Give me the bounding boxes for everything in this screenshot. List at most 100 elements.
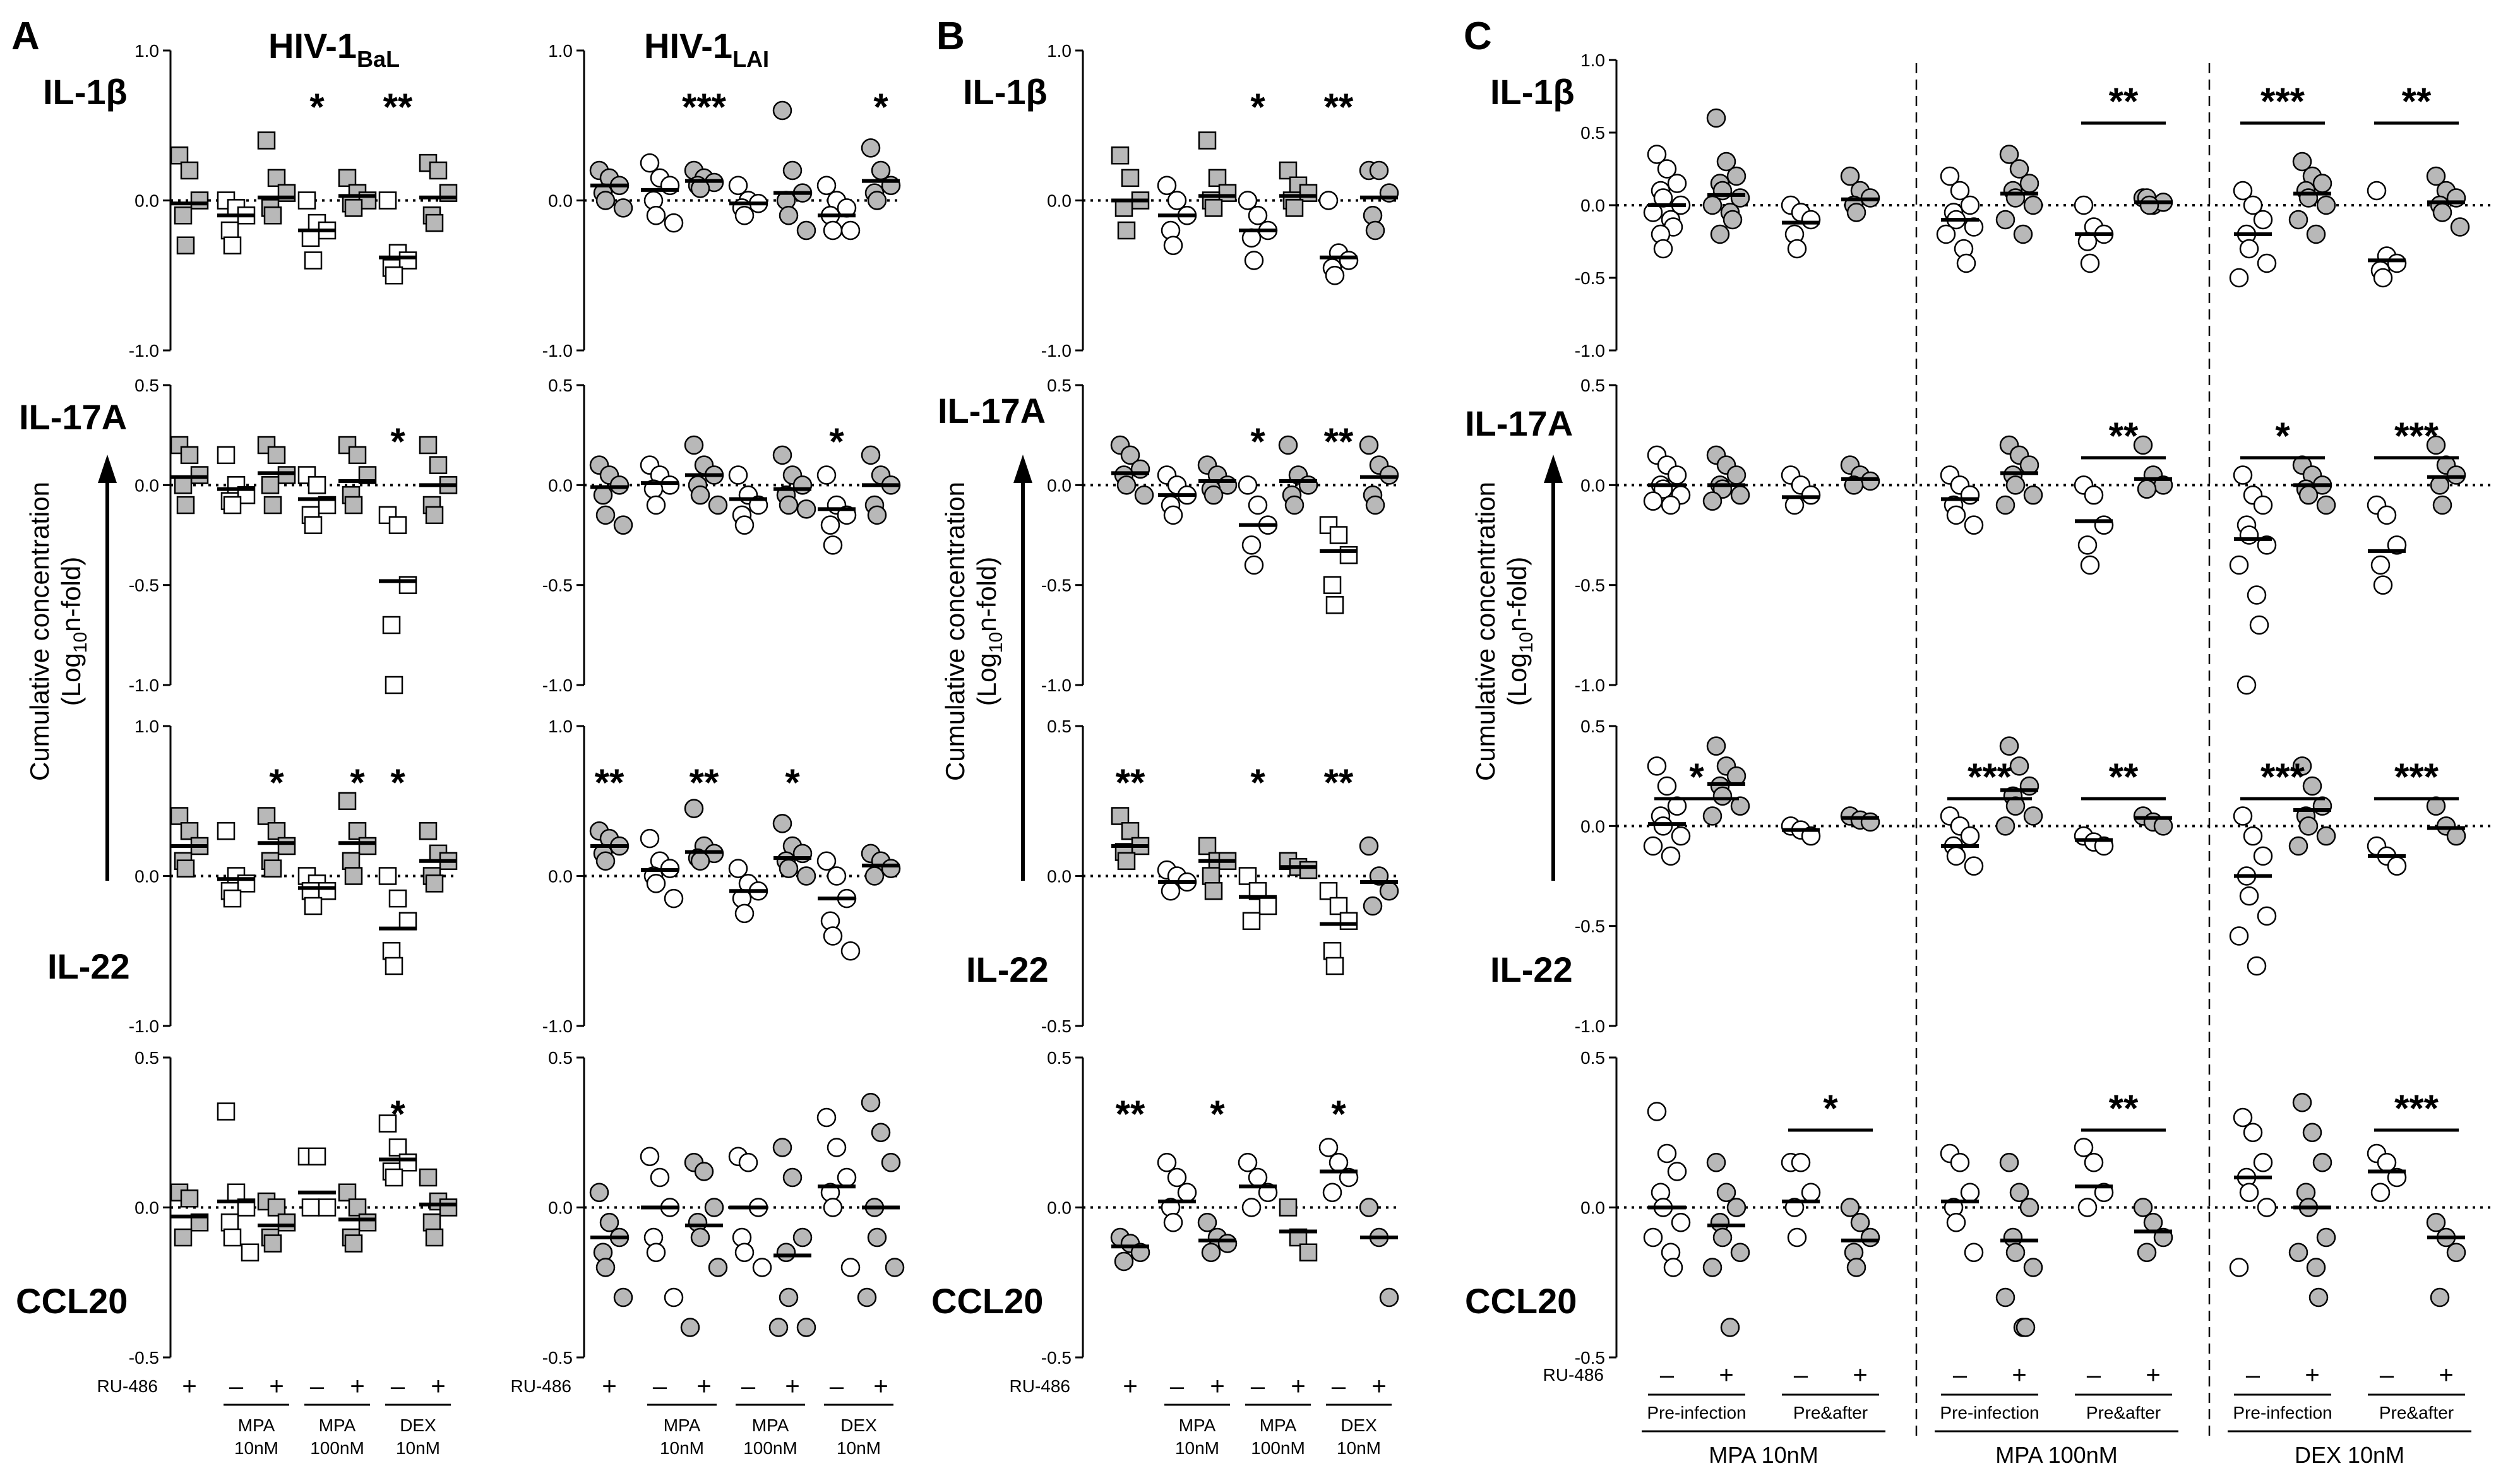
chart-a-bal-il17a-tick-label-0: 0.5 (134, 376, 159, 395)
chart-c-ccl20-group-7-point-1 (2143, 1213, 2163, 1232)
chart-a-lai-il17a-group-3-point-4 (734, 515, 755, 535)
chart-c-ccl20-group-10-point-3 (2370, 1183, 2391, 1202)
chart-a-lai-il1b-group-3-point-4 (734, 206, 755, 225)
chart-a-bal-il17a-group-2-point-2 (277, 466, 296, 484)
chart-b-ccl20-group-6-point-2 (1379, 1287, 1399, 1308)
chart-b-il1b-group-4-point-4 (1285, 199, 1304, 217)
chart-a-bal-il22-group-0-point-4 (176, 859, 195, 878)
chart-c-il22-group-0-point-6 (1643, 836, 1663, 856)
chart-c-il1b-group-9-point-2 (2312, 174, 2332, 193)
chart-b-il1b-group-4-point-0 (1279, 161, 1298, 180)
chart-c-ccl20-bracket-label-2: *** (2394, 1087, 2439, 1129)
chart-a-bal-il22-group-2-point-0 (257, 807, 276, 825)
chart-c-ccl20-tick-label-1: 0.0 (1580, 1198, 1605, 1218)
chart-c-il22-group-5-point-1 (2009, 756, 2029, 776)
chart-b-il22-group-6-point-3 (1363, 896, 1383, 916)
x-axis-a-lai-group-label-0-line2: 10nM (660, 1438, 704, 1458)
chart-a-bal-il22-group-1-point-0 (217, 822, 236, 840)
chart-a-lai-il22-star-2: ** (690, 761, 719, 804)
chart-c-ccl20-tick-label-0: 0.5 (1580, 1048, 1605, 1068)
chart-b-ccl20-star-0: ** (1116, 1093, 1145, 1135)
chart-a-lai-il1b-group-4-point-0 (772, 100, 792, 121)
chart-a-lai-il22-group-4-point-0 (772, 814, 792, 833)
chart-b-il22-group-3-point-0 (1238, 867, 1257, 885)
chart-a-bal-il17a-tick-label-3: -1.0 (129, 676, 159, 695)
chart-a-lai-ccl20-tick-label-0: 0.5 (548, 1048, 573, 1068)
chart-a-lai-ccl20-group-4-point-2 (792, 1227, 813, 1248)
chart-a-lai-ccl20-group-4-point-6 (768, 1318, 789, 1337)
x-axis-b-ru-sign-0: + (1123, 1373, 1137, 1400)
x-axis-c-ru-sign-7: + (2146, 1361, 2160, 1389)
panel-letter-b: B (936, 15, 965, 58)
chart-c-ccl20-group-5-point-6 (1995, 1287, 2015, 1308)
chart-c-il17a-tick-label-0: 0.5 (1580, 376, 1605, 395)
chart-a-lai-ccl20-group-6-point-2 (881, 1153, 901, 1172)
chart-a-lai-il17a-group-4-point-5 (796, 499, 816, 519)
chart-a-lai-ccl20-group-4-point-5 (796, 1318, 816, 1337)
chart-b-il22-group-4-point-2 (1299, 861, 1318, 879)
x-axis-a-bal-ru-sign-2: + (269, 1373, 284, 1400)
chart-b-il17a-group-5-point-3 (1323, 576, 1342, 594)
x-axis-a-lai-group-label-1-line1: MPA (752, 1415, 789, 1435)
chart-a-lai-il1b-group-5-point-0 (816, 176, 837, 195)
chart-b-il17a-group-3-point-0 (1238, 475, 1258, 495)
chart-a-bal-il22: 1.0 0.0 -1.0 * * * (129, 717, 458, 1036)
chart-a-bal-ccl20-tick-label-0: 0.5 (134, 1048, 159, 1068)
chart-a-bal-il1b: 1.00.0-1.0* ** (129, 41, 458, 361)
chart-c-il22-bracket-label-4: *** (2394, 756, 2439, 798)
chart-a-bal-ccl20: 0.5 0.0 -0.5 * (129, 1048, 458, 1368)
chart-b-il17a-group-1-point-4 (1163, 505, 1183, 525)
chart-b-il17a-group-0-point-1 (1120, 445, 1140, 465)
chart-c-il17a-group-0-point-7 (1661, 495, 1681, 515)
chart-a-bal-il1b-group-4-point-4 (344, 199, 363, 217)
chart-a-bal-ccl20-group-1-point-1 (227, 1183, 246, 1201)
chart-c-il22-group-1-point-6 (1702, 806, 1723, 826)
chart-c-il1b-bracket-label-1: *** (2260, 80, 2305, 122)
x-axis-a-lai-ru-sign-1: – (653, 1373, 667, 1400)
chart-c-il17a-group-0-point-2 (1667, 465, 1687, 485)
chart-a-lai-il17a-group-2-point-4 (690, 485, 710, 505)
chart-c-ccl20-group-4-point-4 (1946, 1213, 1966, 1232)
chart-c-il1b-group-4-point-2 (1960, 195, 1980, 215)
chart-c-il22-group-4-point-2 (1960, 826, 1980, 846)
panel-letter-c: C (1464, 15, 1492, 58)
chart-a-lai-il17a-group-0-point-2 (609, 475, 630, 495)
chart-a-bal-il1b-group-2-point-4 (263, 206, 282, 225)
chart-a-lai-il1b-group-5-point-4 (823, 220, 843, 241)
chart-c-il17a-group-9-point-4 (2298, 485, 2319, 505)
chart-b-il1b-group-4-point-2 (1299, 184, 1318, 202)
chart-a-bal-il17a-group-3-point-4 (304, 516, 323, 534)
chart-a-bal-ccl20-group-2-point-2 (277, 1213, 296, 1232)
chart-b-ccl20-group-0-point-3 (1114, 1251, 1134, 1272)
chart-c-il1b-group-4-point-8 (1956, 253, 1976, 273)
chart-b-ccl20-group-3-point-0 (1238, 1153, 1258, 1172)
chart-b-il22-group-5-point-3 (1323, 942, 1342, 960)
chart-a-lai-il1b-group-5-point-5 (840, 220, 861, 241)
row-label-ccl20-2: CCL20 (1465, 1281, 1577, 1321)
chart-c-ccl20-group-7-point-0 (2133, 1198, 2153, 1217)
chart-c-il1b-group-11-point-5 (2450, 217, 2470, 237)
chart-a-bal-il17a-group-4-point-4 (344, 496, 363, 515)
x-axis-c-ru-sign-1: + (1719, 1361, 1733, 1389)
x-axis-a-lai: RU-486 + – + – + – + MPA 10nM MPA 100nM DEX 10nM (511, 1373, 893, 1458)
chart-b-il1b-tick-label-0: 1.0 (1047, 41, 1072, 61)
chart-c-il17a-group-5-point-6 (1995, 495, 2015, 515)
x-axis-b-ru-label: RU-486 (1010, 1376, 1070, 1396)
chart-a-lai-il22-tick-label-0: 1.0 (548, 717, 573, 736)
chart-a-bal-il1b-group-0-point-4 (176, 236, 195, 254)
chart-c-il1b-group-2-point-4 (1787, 239, 1807, 259)
chart-a-bal-il17a-group-3-point-1 (308, 476, 326, 494)
chart-c-il22-group-8-point-5 (2257, 906, 2277, 926)
chart-a-bal-il22-group-0-point-1 (180, 822, 199, 840)
chart-a-lai-il17a-group-6-point-0 (861, 445, 881, 465)
chart-a-lai-il1b-group-4-point-4 (779, 206, 799, 225)
chart-c-il22-group-0-point-5 (1671, 826, 1691, 846)
chart-c-il1b-group-5-point-5 (2023, 195, 2043, 215)
chart-a-bal-il17a-group-2-point-1 (267, 446, 286, 465)
chart-b-il17a-group-0-point-4 (1116, 475, 1137, 495)
chart-b-il17a-star-5: ** (1324, 420, 1354, 463)
chart-a-bal-il1b-group-0-point-2 (190, 191, 209, 210)
x-axis-b-ru-sign-2: + (1210, 1373, 1224, 1400)
chart-b-ccl20-group-3-point-3 (1241, 1198, 1262, 1217)
chart-c-il1b-group-8-point-4 (2239, 239, 2259, 259)
